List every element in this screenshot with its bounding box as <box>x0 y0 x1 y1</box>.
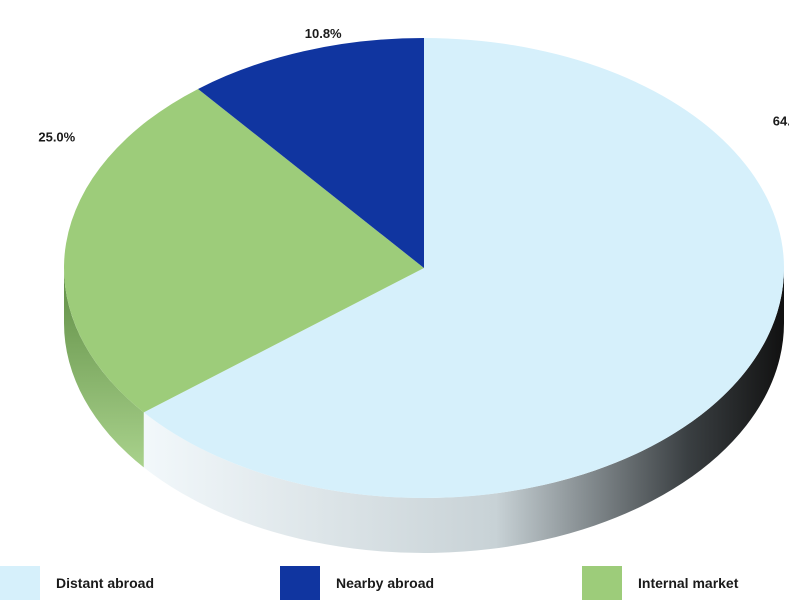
pie-depth <box>64 268 785 553</box>
pie-value-label-distant-abroad: 64.2% <box>773 113 789 128</box>
legend: Distant abroad Nearby abroad Internal ma… <box>0 566 789 600</box>
pie-slices <box>63 38 785 498</box>
legend-swatch-distant-abroad <box>0 566 40 600</box>
pie-value-label-nearby-abroad: 10.8% <box>305 26 342 41</box>
legend-item-nearby-abroad: Nearby abroad <box>280 566 434 600</box>
pie-side-internal-market <box>64 268 144 468</box>
pie-slice-nearby-abroad <box>198 38 424 268</box>
legend-item-distant-abroad: Distant abroad <box>0 566 154 600</box>
legend-label-distant-abroad: Distant abroad <box>56 575 155 591</box>
legend-label-nearby-abroad: Nearby abroad <box>336 575 435 591</box>
pie-side-distant-abroad <box>143 268 785 553</box>
pie-labels: 64.2% 25.0% 10.8% <box>38 26 789 145</box>
pie-slice-internal-market <box>63 88 424 413</box>
legend-swatch-internal-market <box>582 566 622 600</box>
pie-value-label-internal-market: 25.0% <box>38 130 75 145</box>
pie-plot: 64.2% 25.0% 10.8% <box>38 26 789 553</box>
legend-swatch-nearby-abroad <box>280 566 320 600</box>
pie-slice-distant-abroad <box>143 38 785 498</box>
legend-label-internal-market: Internal market <box>638 575 739 591</box>
legend-item-internal-market: Internal market <box>582 566 738 600</box>
